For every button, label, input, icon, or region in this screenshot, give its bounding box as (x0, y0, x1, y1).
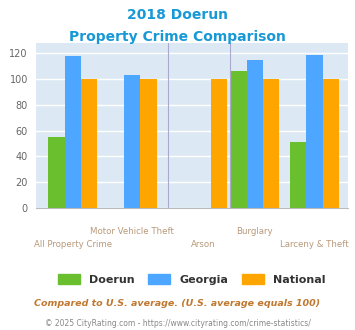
Text: Burglary: Burglary (237, 227, 273, 236)
Text: All Property Crime: All Property Crime (34, 240, 112, 249)
Bar (124, 75, 140, 208)
Text: Arson: Arson (191, 240, 215, 249)
Bar (323, 79, 339, 208)
Bar (230, 71, 247, 208)
Bar (247, 60, 263, 208)
Bar (263, 79, 279, 208)
Bar (65, 56, 81, 208)
Text: Compared to U.S. average. (U.S. average equals 100): Compared to U.S. average. (U.S. average … (34, 299, 321, 308)
Bar (306, 54, 323, 208)
Legend: Doerun, Georgia, National: Doerun, Georgia, National (58, 274, 325, 285)
Text: © 2025 CityRating.com - https://www.cityrating.com/crime-statistics/: © 2025 CityRating.com - https://www.city… (45, 319, 310, 328)
Text: Larceny & Theft: Larceny & Theft (280, 240, 349, 249)
Bar (81, 79, 97, 208)
Bar (211, 79, 228, 208)
Text: Property Crime Comparison: Property Crime Comparison (69, 30, 286, 44)
Text: Motor Vehicle Theft: Motor Vehicle Theft (90, 227, 174, 236)
Bar (290, 142, 306, 208)
Bar (140, 79, 157, 208)
Text: 2018 Doerun: 2018 Doerun (127, 8, 228, 22)
Bar (48, 137, 65, 208)
